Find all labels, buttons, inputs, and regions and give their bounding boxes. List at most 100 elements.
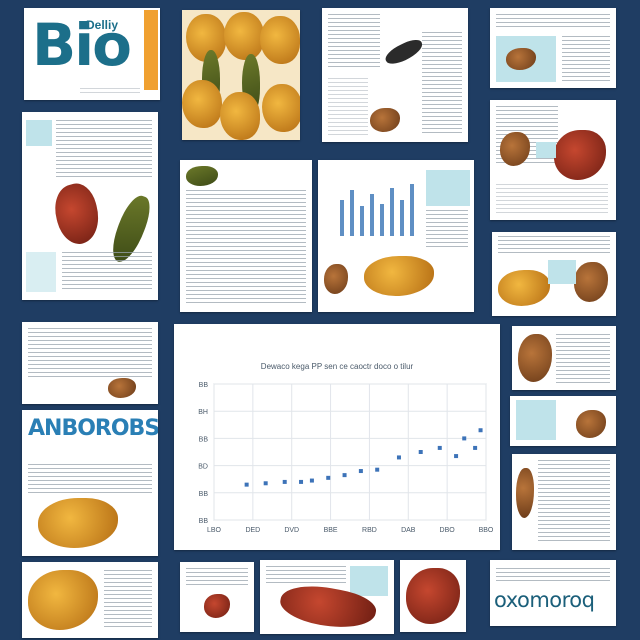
text-lines [426,210,468,250]
x-tick-label: DAB [401,527,416,534]
text-lines [498,236,610,256]
specimen-image [576,410,606,438]
text-card [22,322,158,404]
specimen-image [364,256,434,296]
text-lines [538,460,610,544]
data-point [375,467,380,472]
x-tick-label: DED [245,527,260,534]
mini-bar [400,200,404,236]
text-card [492,232,616,316]
mini-bar [410,184,414,236]
data-point [454,454,459,459]
data-point [342,473,347,478]
text-lines [186,568,248,586]
data-point [418,450,423,454]
data-point [309,478,314,483]
data-point [473,445,478,450]
text-card [22,112,158,300]
text-card [400,560,466,632]
text-lines [328,78,368,136]
y-tick-label: BB [199,491,209,498]
text-lines [28,328,152,380]
bottom-logo: oxomoroq [494,588,595,612]
mini-bar [350,190,354,236]
data-point [462,436,467,441]
data-point [396,455,401,460]
specimen-image [108,378,136,398]
leaf-shape [182,80,222,128]
text-card [22,562,158,638]
x-tick-label: DVD [284,527,299,534]
specimen-image [204,594,230,618]
text-card [490,100,616,220]
mini-bar [360,206,364,236]
leaf-shape [220,92,260,140]
text-card [512,326,616,390]
image-panel [548,260,576,284]
text-lines [28,464,152,494]
bio-title-card: Bio Delliy [24,8,160,100]
y-tick-label: BB [199,518,209,525]
data-point [244,482,249,487]
image-panel [516,400,556,440]
text-card [180,160,312,312]
specimen-image [518,334,552,382]
y-tick-label: BB [199,436,209,443]
text-lines [186,190,306,306]
leaf-shape [260,16,300,64]
swirl-title: ANBOROBS [28,416,158,441]
specimen-image [48,179,106,249]
specimen-image [554,130,606,180]
specimen-image [500,132,530,166]
data-point [478,428,483,433]
text-card [322,8,468,142]
x-tick-label: LBO [207,527,222,534]
bio-badge: Delliy [86,18,119,32]
x-tick-label: DBO [440,527,456,534]
specimen-image [28,570,98,630]
mini-bar [390,188,394,236]
y-tick-label: BD [198,464,208,471]
y-tick-label: BB [199,382,209,389]
data-point [358,469,363,474]
specimen-image [506,48,536,70]
data-point [299,479,304,484]
image-panel [536,142,556,158]
mini-bar [370,194,374,236]
scatter-chart: LBO DED DVD BBE RBD DAB DBO BBO BB BB BD BB BH BB [198,382,494,534]
text-lines [562,36,610,82]
image-panel [350,566,388,596]
data-point [326,475,331,480]
text-lines [62,252,152,292]
text-card [260,560,394,634]
text-lines [496,14,610,28]
text-card [180,562,254,632]
specimen-image [574,262,608,302]
x-tick-label: BBE [324,527,338,534]
logo-card: oxomoroq [490,560,616,626]
text-lines [496,568,610,582]
specimen-image [324,264,348,294]
mini-bar [340,200,344,236]
orange-strip [144,10,158,90]
text-card [512,454,616,550]
text-lines [56,120,152,180]
y-tick-label: BH [198,409,208,416]
specimen-image [406,568,460,624]
specimen-image [498,270,550,306]
orange-pattern-card [182,10,300,140]
bio-title: Bio [32,11,132,79]
specimen-image [516,468,534,518]
bar-figure-card [318,160,474,312]
chart-title: Dewaco kega PP sen ce caoctr doco o tilu… [260,362,414,371]
specimen-image [38,498,118,548]
text-lines [556,334,610,384]
tool-image [382,36,426,68]
leaf-shape [262,84,300,132]
swirl-card: ANBOROBS [22,410,158,556]
data-point [282,479,287,484]
leaf-shape [224,12,264,60]
text-lines [328,14,380,70]
text-lines [496,184,608,214]
text-card [510,396,616,446]
